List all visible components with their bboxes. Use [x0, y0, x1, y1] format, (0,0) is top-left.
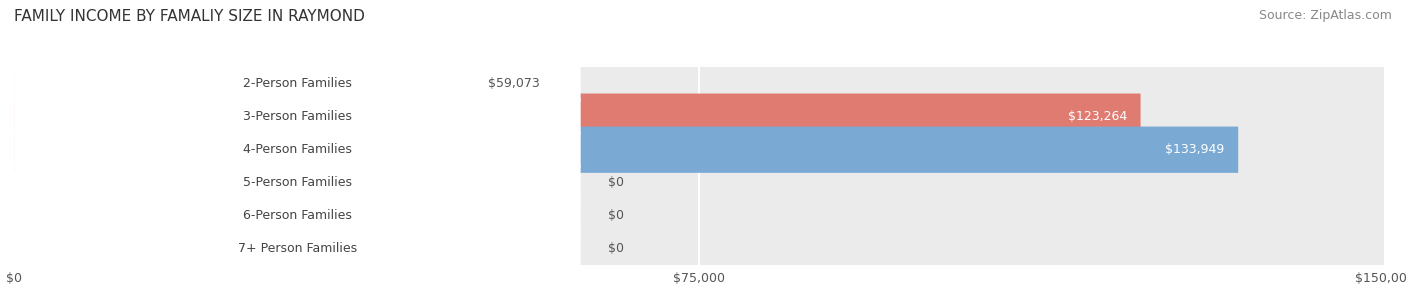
- FancyBboxPatch shape: [14, 127, 1385, 173]
- Text: $123,264: $123,264: [1067, 110, 1126, 123]
- Text: 3-Person Families: 3-Person Families: [243, 110, 352, 123]
- Text: 2-Person Families: 2-Person Families: [243, 77, 352, 90]
- Text: $0: $0: [609, 209, 624, 222]
- FancyBboxPatch shape: [14, 66, 581, 102]
- Text: Source: ZipAtlas.com: Source: ZipAtlas.com: [1258, 9, 1392, 22]
- Text: $0: $0: [609, 176, 624, 189]
- FancyBboxPatch shape: [14, 94, 1140, 140]
- FancyBboxPatch shape: [14, 193, 1385, 239]
- FancyBboxPatch shape: [14, 127, 1239, 173]
- Text: $133,949: $133,949: [1166, 143, 1225, 156]
- Text: 4-Person Families: 4-Person Families: [243, 143, 352, 156]
- FancyBboxPatch shape: [14, 226, 1385, 272]
- FancyBboxPatch shape: [14, 165, 581, 201]
- Text: FAMILY INCOME BY FAMALIY SIZE IN RAYMOND: FAMILY INCOME BY FAMALIY SIZE IN RAYMOND: [14, 9, 366, 24]
- Text: $0: $0: [609, 242, 624, 255]
- FancyBboxPatch shape: [14, 99, 581, 135]
- FancyBboxPatch shape: [14, 60, 1385, 107]
- FancyBboxPatch shape: [14, 132, 581, 168]
- FancyBboxPatch shape: [14, 60, 554, 107]
- Text: 7+ Person Families: 7+ Person Families: [238, 242, 357, 255]
- Text: 5-Person Families: 5-Person Families: [243, 176, 352, 189]
- FancyBboxPatch shape: [14, 94, 1385, 140]
- Text: 6-Person Families: 6-Person Families: [243, 209, 352, 222]
- FancyBboxPatch shape: [14, 198, 581, 234]
- FancyBboxPatch shape: [14, 160, 1385, 206]
- FancyBboxPatch shape: [14, 231, 581, 267]
- Text: $59,073: $59,073: [488, 77, 540, 90]
